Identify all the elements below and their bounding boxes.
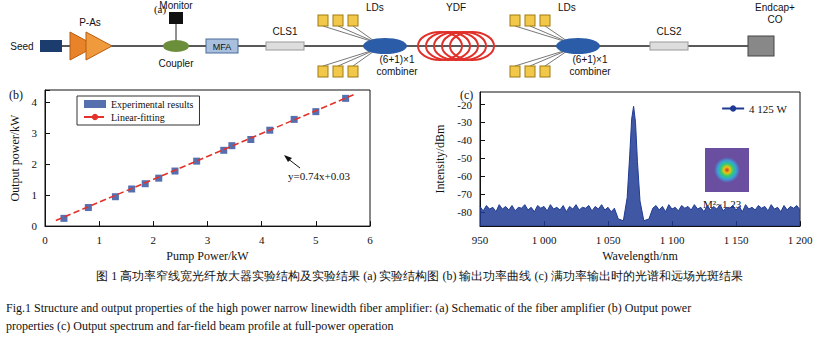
svg-text:-20: -20: [457, 98, 472, 111]
svg-text:MFA: MFA: [213, 42, 232, 52]
svg-text:1: 1: [96, 234, 102, 246]
svg-text:4 125 W: 4 125 W: [749, 103, 787, 115]
svg-text:(6+1)×1: (6+1)×1: [572, 54, 607, 65]
svg-text:combiner: combiner: [569, 66, 611, 77]
svg-text:2: 2: [32, 158, 38, 170]
svg-text:3: 3: [205, 234, 211, 246]
svg-text:-80: -80: [457, 206, 472, 218]
svg-text:-30: -30: [457, 116, 472, 128]
svg-text:Linear-fitting: Linear-fitting: [111, 112, 165, 123]
svg-text:4: 4: [259, 234, 265, 246]
svg-text:LDs: LDs: [366, 2, 384, 13]
svg-text:M²~1.23: M²~1.23: [703, 197, 742, 210]
svg-text:Wavelength/nm: Wavelength/nm: [602, 249, 678, 263]
svg-text:0: 0: [32, 220, 38, 232]
svg-text:5: 5: [313, 234, 319, 246]
svg-text:(6+1)×1: (6+1)×1: [379, 54, 414, 65]
svg-text:1 050: 1 050: [596, 234, 621, 246]
svg-text:Coupler: Coupler: [158, 58, 194, 69]
svg-text:CLS1: CLS1: [272, 26, 297, 37]
svg-text:-40: -40: [457, 134, 472, 146]
svg-text:1 000: 1 000: [532, 234, 557, 246]
svg-text:-60: -60: [457, 170, 472, 182]
svg-text:Endcap+: Endcap+: [755, 2, 795, 13]
svg-text:Seed: Seed: [10, 41, 33, 52]
svg-text:4: 4: [32, 96, 38, 108]
svg-text:YDF: YDF: [446, 2, 466, 13]
svg-text:950: 950: [472, 234, 489, 246]
html-text:properties (c) Output spectrum: properties (c) Output spectrum and far-f…: [6, 319, 394, 333]
html-text:Fig.1 Structure and output pro: Fig.1 Structure and output properties of…: [6, 301, 692, 315]
svg-text:1 100: 1 100: [660, 234, 685, 246]
svg-text:6: 6: [367, 234, 373, 246]
svg-text:Output power/kW: Output power/kW: [8, 114, 22, 202]
svg-text:Intensity/dBm: Intensity/dBm: [433, 124, 447, 193]
svg-text:Pump Power/kW: Pump Power/kW: [166, 249, 249, 263]
svg-text:0: 0: [42, 234, 48, 246]
svg-text:Experimental results: Experimental results: [111, 99, 194, 110]
svg-text:Monitor: Monitor: [159, 0, 193, 11]
svg-text:1 200: 1 200: [788, 234, 813, 246]
svg-text:1: 1: [32, 189, 38, 201]
svg-text:-50: -50: [457, 152, 472, 164]
svg-text:-70: -70: [457, 188, 472, 200]
svg-text:LDs: LDs: [558, 2, 576, 13]
svg-text:(c): (c): [460, 88, 473, 102]
svg-text:1 150: 1 150: [724, 234, 749, 246]
svg-text:CLS2: CLS2: [656, 26, 681, 37]
svg-text:combiner: combiner: [376, 66, 418, 77]
svg-text:P-As: P-As: [79, 17, 101, 28]
svg-text:CO: CO: [768, 14, 783, 25]
html-text:图 1 高功率窄线宽光纤放大器实验结构及实验结果 (a) 实: 图 1 高功率窄线宽光纤放大器实验结构及实验结果 (a) 实验结构图 (b) 输…: [96, 269, 743, 283]
svg-text:y=0.74x+0.03: y=0.74x+0.03: [288, 170, 350, 182]
svg-text:2: 2: [151, 234, 157, 246]
svg-text:(b): (b): [9, 88, 23, 102]
svg-text:3: 3: [32, 127, 38, 139]
